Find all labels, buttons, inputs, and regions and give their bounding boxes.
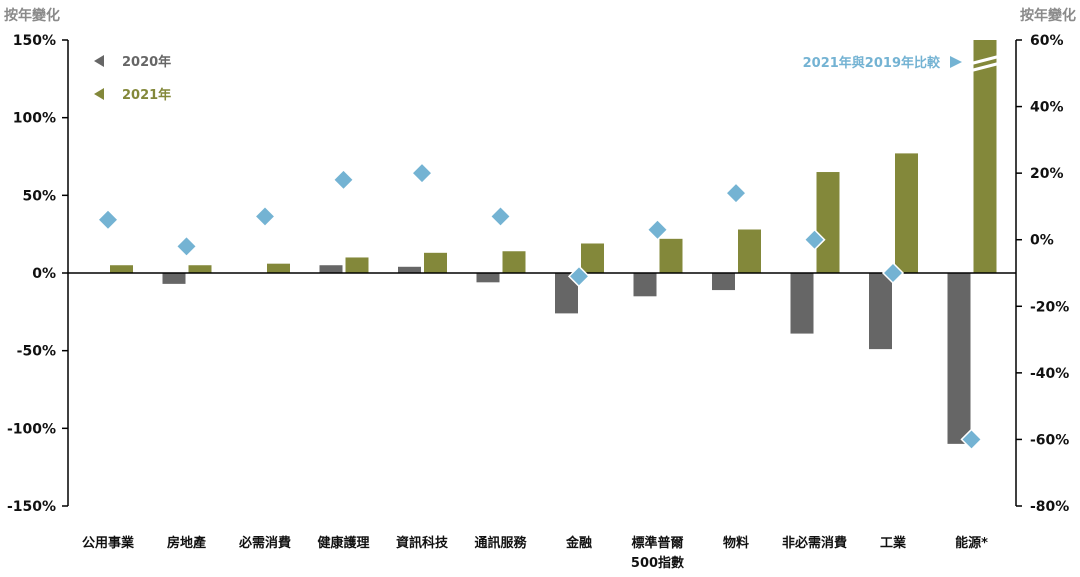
diamond-marker-1: [96, 208, 120, 231]
category-label: 金融: [565, 535, 592, 551]
diamond-marker-6: [489, 205, 512, 228]
bar-2021-10: [816, 172, 840, 273]
right-tick-label: 0%: [1030, 233, 1054, 249]
legend-2021-marker: [94, 88, 104, 100]
right-tick-label: 60%: [1030, 33, 1064, 49]
left-tick-label: 0%: [32, 266, 56, 282]
legend-compare-label: 2021年與2019年比較: [803, 55, 941, 71]
bar-2021-8: [659, 238, 683, 273]
legend-2020-label: 2020年: [122, 54, 171, 70]
category-label: 房地產: [167, 535, 206, 551]
bar-2020-11: [869, 273, 892, 350]
category-label: 標準普爾: [631, 535, 683, 551]
category-label: 資訊科技: [396, 535, 449, 551]
diamond-marker-2: [175, 235, 198, 258]
bar-2020-5: [398, 266, 421, 273]
bar-2020-9: [712, 273, 735, 291]
bar-2021-12: [973, 40, 997, 273]
left-tick-label: 50%: [22, 188, 56, 204]
bar-2020-10: [790, 273, 814, 334]
diamond-marker-4: [332, 168, 355, 191]
diamond-marker-8: [646, 218, 669, 241]
bar-2020-6: [476, 273, 500, 283]
left-tick-label: -50%: [17, 344, 56, 360]
axis-break-mark: [969, 54, 1001, 66]
category-label: 工業: [880, 535, 907, 551]
category-label: 必需消費: [238, 535, 291, 551]
category-label: 公用事業: [82, 535, 135, 551]
right-tick-label: -80%: [1030, 499, 1069, 515]
bar-2021-2: [188, 265, 212, 273]
bar-2021-11: [895, 153, 918, 273]
bar-2021-3: [267, 263, 290, 273]
left-axis-title: 按年變化: [4, 7, 60, 24]
bar-2021-7: [581, 243, 604, 273]
left-tick-label: 100%: [13, 111, 56, 127]
category-label: 物料: [723, 535, 749, 551]
diamond-marker-5: [410, 162, 434, 185]
bar-2021-4: [345, 257, 369, 273]
left-tick-label: -100%: [7, 421, 56, 437]
diamond-marker-12: [960, 428, 983, 451]
category-label: 非必需消費: [782, 535, 847, 551]
right-tick-label: -20%: [1030, 299, 1069, 315]
bar-2021-1: [110, 265, 133, 273]
bar-2020-8: [633, 273, 657, 297]
diamond-marker-3: [253, 205, 277, 228]
diamond-marker-11: [881, 261, 905, 285]
right-axis-title: 按年變化: [1020, 7, 1076, 24]
bar-2020-7: [555, 273, 578, 314]
category-label: 通訊服務: [474, 535, 527, 551]
category-label: 健康護理: [317, 535, 369, 551]
right-tick-label: -60%: [1030, 432, 1069, 448]
legend-2020-marker: [94, 55, 104, 67]
category-label: 能源*: [955, 535, 988, 551]
diamond-marker-10: [803, 228, 826, 251]
right-tick-label: 20%: [1030, 166, 1064, 182]
left-tick-label: 150%: [13, 33, 56, 49]
bar-2021-6: [502, 251, 526, 273]
legend-2021-label: 2021年: [122, 87, 171, 103]
bar-2020-4: [319, 265, 343, 273]
bar-2021-5: [424, 252, 447, 273]
right-tick-label: 40%: [1030, 100, 1064, 116]
left-tick-label: -150%: [7, 499, 56, 515]
legend-compare-marker: [950, 56, 962, 68]
bar-2021-9: [738, 229, 761, 273]
bar-2020-2: [162, 273, 186, 284]
diamond-marker-7: [567, 265, 591, 288]
axis-break-mark: [969, 61, 1001, 73]
right-tick-label: -40%: [1030, 366, 1069, 382]
diamond-marker-9: [724, 182, 748, 205]
category-label: 500指數: [631, 555, 684, 571]
bar-2020-12: [947, 273, 971, 444]
